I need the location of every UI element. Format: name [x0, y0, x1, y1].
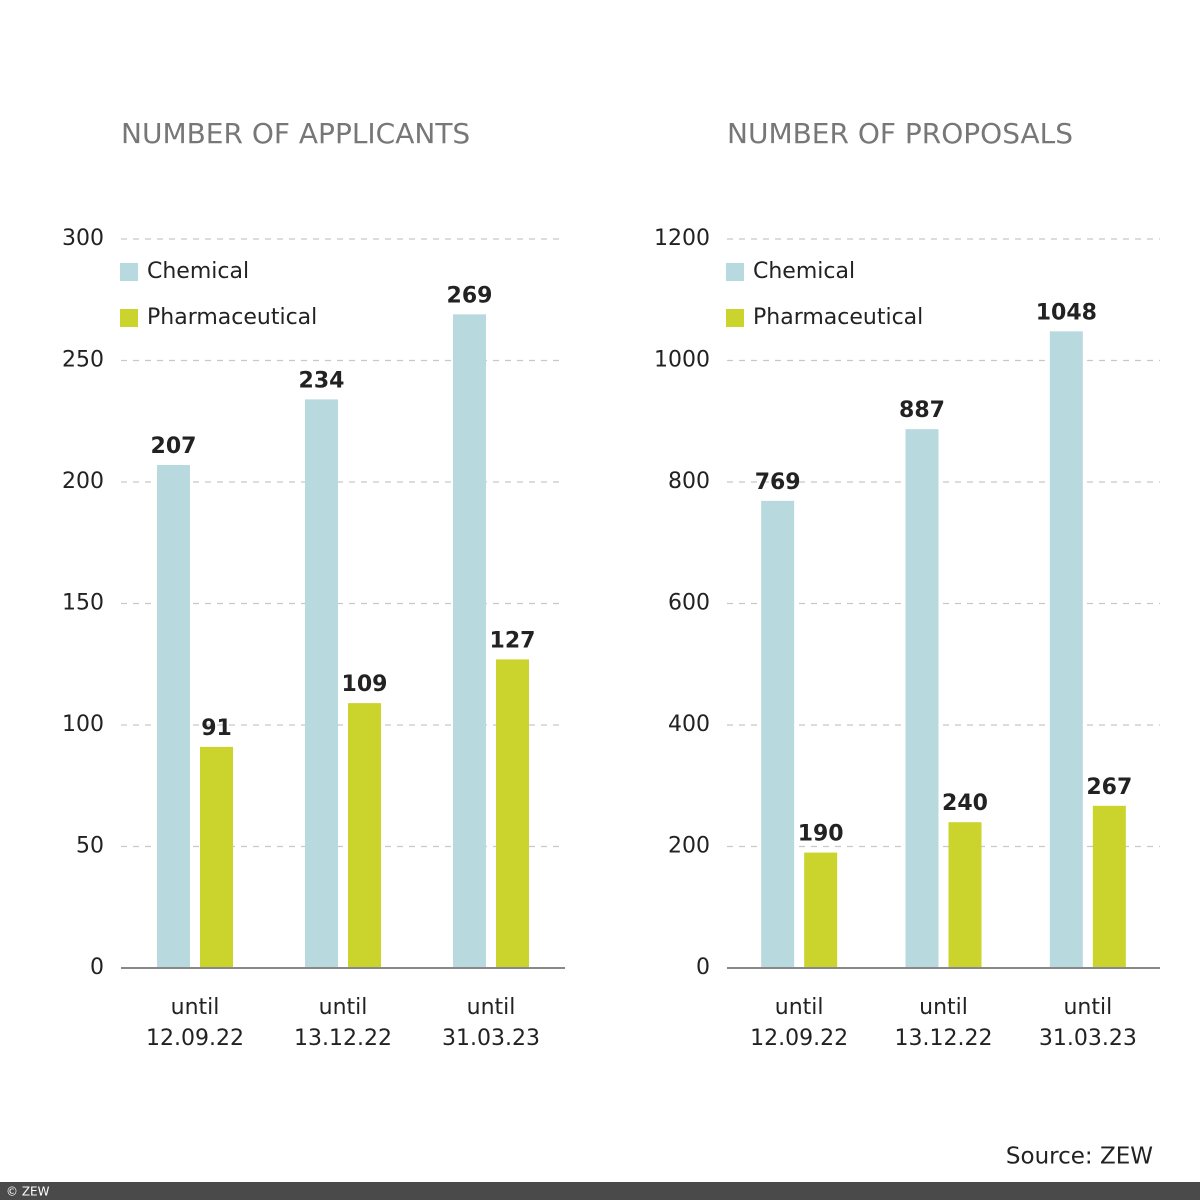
- legend-swatch: [120, 263, 138, 281]
- y-tick-label: 250: [62, 348, 104, 373]
- copyright: © ZEW: [6, 1185, 50, 1199]
- y-tick-label: 200: [62, 469, 104, 494]
- bar: [1049, 331, 1083, 969]
- bar: [496, 659, 529, 968]
- value-label: 190: [798, 822, 844, 847]
- source: Source: ZEW: [1006, 1144, 1153, 1170]
- bar: [804, 852, 838, 968]
- bar: [905, 429, 939, 969]
- value-label: 207: [151, 434, 197, 459]
- y-tick-label: 600: [668, 591, 710, 616]
- bar: [348, 703, 381, 968]
- legend-label: Chemical: [753, 259, 855, 284]
- value-label: 267: [1086, 775, 1132, 800]
- x-tick-label: until 13.12.22: [895, 995, 993, 1051]
- x-tick-label: until 12.09.22: [750, 995, 848, 1051]
- x-tick-label: until 13.12.22: [294, 995, 392, 1051]
- y-tick-label: 800: [668, 469, 710, 494]
- value-label: 234: [299, 368, 345, 393]
- chart-title: NUMBER OF APPLICANTS: [121, 117, 470, 150]
- bar: [200, 746, 233, 968]
- chart-title: NUMBER OF PROPOSALS: [727, 117, 1073, 150]
- y-tick-label: 200: [668, 834, 710, 859]
- value-label: 887: [899, 398, 945, 423]
- x-tick-label: until 31.03.23: [1039, 995, 1137, 1051]
- footer-bar: [0, 1182, 1200, 1200]
- legend-label: Pharmaceutical: [753, 305, 923, 330]
- y-tick-label: 0: [696, 955, 710, 980]
- bar: [453, 314, 486, 969]
- value-label: 91: [201, 716, 232, 741]
- value-label: 269: [447, 283, 493, 308]
- y-tick-label: 300: [62, 226, 104, 251]
- y-tick-label: 1000: [654, 348, 710, 373]
- bar: [1092, 805, 1126, 968]
- bar: [305, 399, 338, 968]
- y-tick-label: 100: [62, 712, 104, 737]
- value-label: 1048: [1036, 300, 1097, 325]
- bar: [761, 500, 795, 968]
- legend-swatch: [726, 309, 744, 327]
- y-tick-label: 400: [668, 712, 710, 737]
- y-tick-label: 50: [76, 834, 104, 859]
- value-label: 240: [942, 791, 988, 816]
- y-tick-label: 150: [62, 591, 104, 616]
- y-tick-label: 1200: [654, 226, 710, 251]
- value-label: 109: [342, 672, 388, 697]
- bar: [157, 464, 190, 968]
- legend-label: Chemical: [147, 259, 249, 284]
- value-label: 769: [755, 470, 801, 495]
- value-label: 127: [490, 628, 536, 653]
- x-tick-label: until 31.03.23: [442, 995, 540, 1051]
- legend-swatch: [726, 263, 744, 281]
- bar: [948, 822, 982, 968]
- legend-swatch: [120, 309, 138, 327]
- y-tick-label: 0: [90, 955, 104, 980]
- x-tick-label: until 12.09.22: [146, 995, 244, 1051]
- legend-label: Pharmaceutical: [147, 305, 317, 330]
